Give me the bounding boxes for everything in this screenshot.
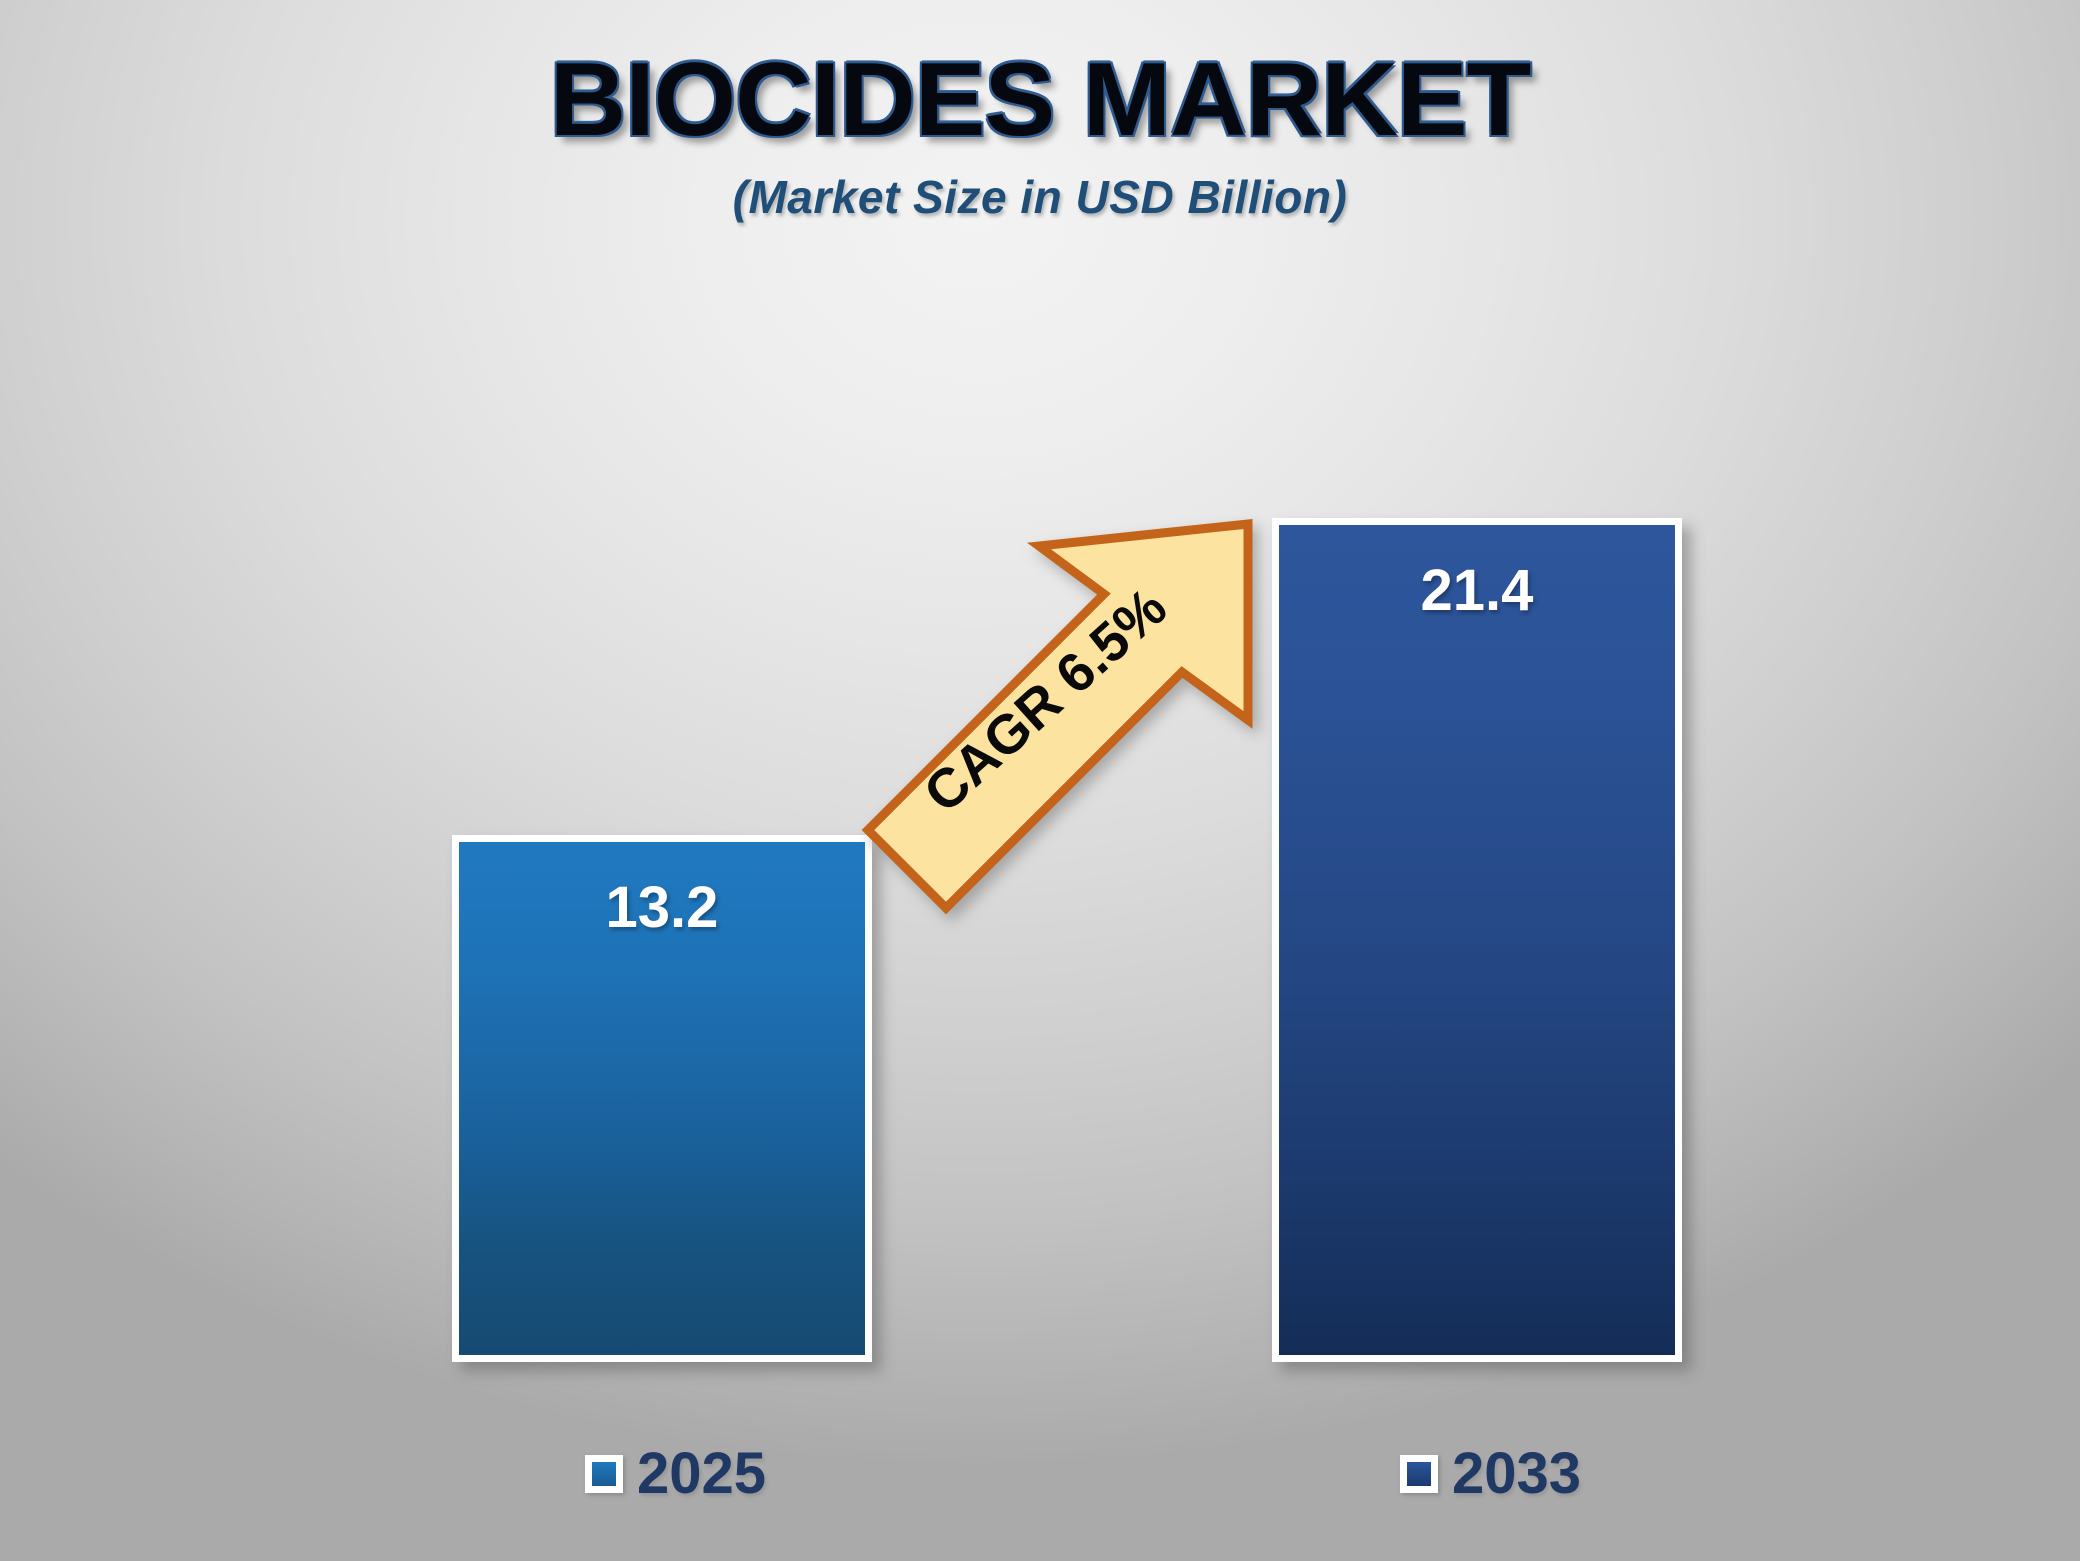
bar-value-2025: 13.2	[605, 875, 719, 940]
cagr-growth-arrow-icon	[861, 519, 1253, 915]
legend-item-2025[interactable]: 2025	[585, 1440, 766, 1507]
legend-swatch-2033	[1400, 1454, 1438, 1493]
chart-subtitle: (Market Size in USD Billion)	[732, 171, 1348, 223]
bar-2033: 21.4	[1272, 518, 1682, 1362]
legend-swatch-2025	[585, 1454, 623, 1493]
title-block: BIOCIDES MARKET (Market Size in USD Bill…	[0, 48, 2080, 224]
legend-label-2033: 2033	[1452, 1441, 1582, 1506]
page-title: BIOCIDES MARKET	[549, 42, 1532, 158]
bar-value-2033: 21.4	[1420, 558, 1534, 623]
bar-2025: 13.2	[452, 835, 872, 1362]
legend-item-2033[interactable]: 2033	[1400, 1440, 1581, 1507]
legend-label-2025: 2025	[637, 1441, 767, 1506]
